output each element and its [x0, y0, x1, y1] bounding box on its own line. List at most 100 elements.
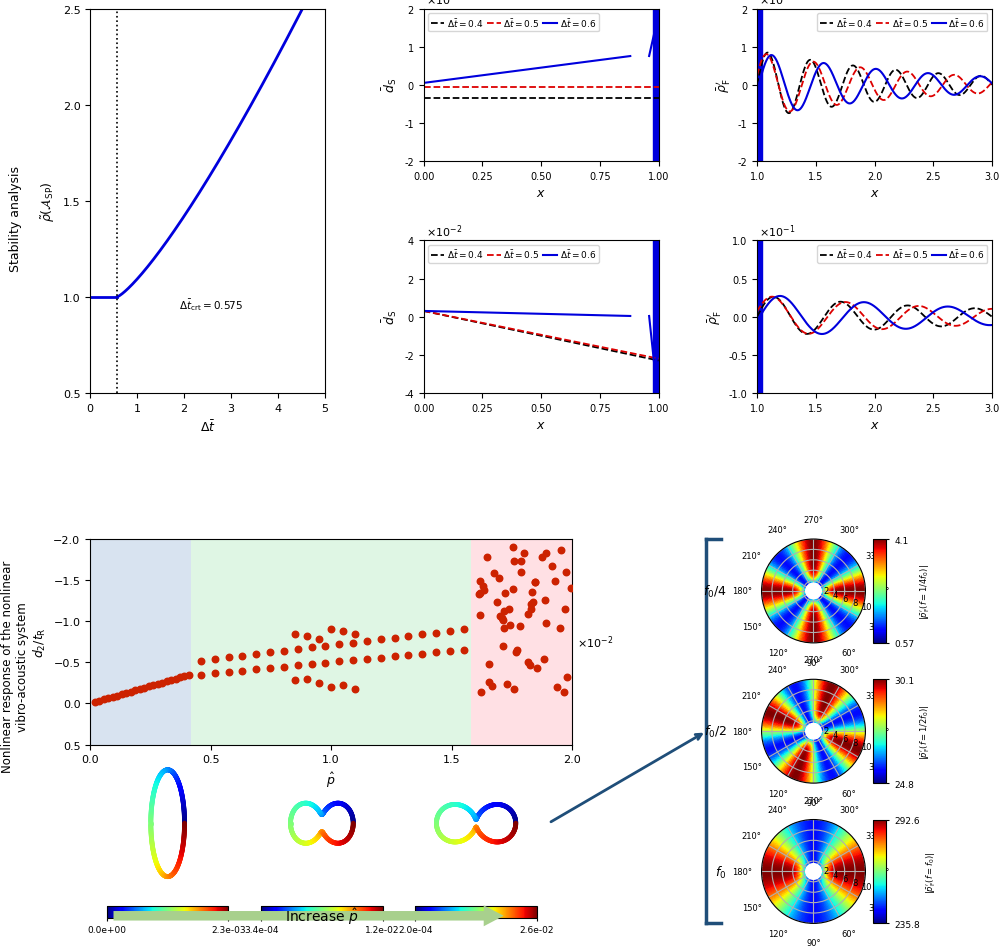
Point — [538, 546, 554, 562]
Point — [523, 597, 539, 612]
$\Delta\bar{t}=0.6$ — [489, 69, 501, 80]
Point — [495, 612, 511, 627]
Point — [287, 673, 303, 688]
Point — [248, 646, 265, 662]
X-axis label: $x$: $x$ — [870, 419, 880, 432]
Point — [96, 692, 112, 707]
$\Delta\bar{t}=0.5$ — [929, 309, 941, 321]
Point — [100, 691, 116, 706]
$\Delta\bar{t}=0.5$ — [986, 304, 998, 315]
$\Delta\bar{t}=0.5$ — [610, 345, 622, 356]
Point — [263, 645, 279, 661]
$\Delta\bar{t}=0.6$ — [891, 90, 903, 102]
Point — [501, 602, 517, 617]
Line: $\Delta\bar{t}=0.6$: $\Delta\bar{t}=0.6$ — [758, 297, 992, 335]
Bar — [90, 540, 191, 744]
Point — [154, 675, 170, 690]
Point — [506, 682, 522, 697]
Y-axis label: $\bar{d}_{\mathrm{S}}$: $\bar{d}_{\mathrm{S}}$ — [380, 309, 399, 325]
$\Delta\bar{t}=0.5$ — [557, 82, 569, 93]
Point — [140, 679, 156, 694]
Text: Increase $\hat{p}$: Increase $\hat{p}$ — [286, 905, 359, 926]
Point — [558, 565, 574, 581]
$\Delta\bar{t}=0.5$ — [793, 323, 805, 334]
$\Delta\bar{t}=0.4$ — [813, 320, 825, 331]
Text: $\times 10^{-4}$: $\times 10^{-4}$ — [426, 0, 463, 9]
Point — [481, 675, 497, 690]
Point — [220, 650, 236, 665]
Point — [172, 670, 188, 685]
Point — [516, 545, 532, 561]
$\Delta\bar{t}=0.5$ — [803, 328, 815, 340]
Point — [276, 644, 292, 659]
Point — [544, 559, 560, 574]
$\Delta\bar{t}=0.5$ — [557, 334, 569, 346]
Text: $f_0$: $f_0$ — [715, 863, 726, 880]
Point — [127, 683, 143, 698]
Point — [527, 575, 543, 590]
Point — [332, 654, 348, 669]
Point — [304, 640, 320, 655]
$\Delta\bar{t}=0.6$ — [929, 71, 941, 83]
$\Delta\bar{t}=0.5$ — [813, 62, 825, 73]
$\Delta\bar{t}=0.6$ — [609, 53, 621, 65]
Text: Stability analysis: Stability analysis — [9, 166, 21, 272]
$\Delta\bar{t}=0.6$ — [986, 320, 998, 331]
$\Delta\bar{t}=0.6$ — [624, 311, 636, 323]
Legend: $\Delta\bar{t}=0.4$, $\Delta\bar{t}=0.5$, $\Delta\bar{t}=0.6$: $\Delta\bar{t}=0.4$, $\Delta\bar{t}=0.5$… — [817, 14, 987, 32]
$\Delta\bar{t}=0.6$ — [891, 321, 903, 332]
FancyArrow shape — [113, 905, 504, 926]
Point — [524, 585, 540, 600]
$\Delta\bar{t}=0.6$ — [599, 310, 611, 322]
Point — [359, 634, 375, 649]
$\Delta\bar{t}=0.6$ — [909, 81, 921, 92]
X-axis label: $\Delta\bar{t}$: $\Delta\bar{t}$ — [199, 419, 215, 434]
Point — [513, 554, 529, 569]
$\Delta\bar{t}=0.4$ — [529, 93, 541, 105]
$\Delta\bar{t}=0.6$ — [438, 307, 450, 318]
Point — [547, 574, 563, 589]
Point — [323, 680, 339, 695]
Point — [401, 647, 417, 663]
Bar — [191, 540, 471, 744]
Point — [276, 660, 292, 675]
Line: $\Delta\bar{t}=0.6$: $\Delta\bar{t}=0.6$ — [424, 57, 630, 84]
$\Delta\bar{t}=0.4$ — [529, 329, 541, 341]
$\Delta\bar{t}=0.5$ — [531, 82, 543, 93]
Point — [456, 622, 472, 637]
Legend: $\Delta\bar{t}=0.4$, $\Delta\bar{t}=0.5$, $\Delta\bar{t}=0.6$: $\Delta\bar{t}=0.4$, $\Delta\bar{t}=0.5$… — [428, 14, 599, 32]
Point — [497, 585, 513, 601]
Point — [527, 574, 543, 589]
$\Delta\bar{t}=0.6$ — [418, 78, 430, 89]
Line: $\Delta\bar{t}=0.5$: $\Delta\bar{t}=0.5$ — [424, 311, 658, 359]
Point — [553, 543, 569, 558]
Point — [529, 661, 545, 676]
Point — [118, 685, 134, 701]
Point — [505, 540, 521, 555]
Bar — [471, 540, 577, 744]
Point — [311, 632, 327, 647]
$\Delta\bar{t}=0.5$ — [752, 70, 764, 82]
$\Delta\bar{t}=0.6$ — [858, 297, 870, 308]
$\Delta\bar{t}=0.4$ — [557, 335, 569, 347]
Legend: $\Delta\bar{t}=0.4$, $\Delta\bar{t}=0.5$, $\Delta\bar{t}=0.6$: $\Delta\bar{t}=0.4$, $\Delta\bar{t}=0.5$… — [428, 246, 599, 264]
X-axis label: $x$: $x$ — [536, 419, 546, 432]
$\Delta\bar{t}=0.6$ — [858, 78, 870, 89]
Point — [442, 624, 458, 639]
Point — [456, 643, 472, 658]
Point — [387, 630, 403, 645]
Point — [145, 678, 161, 693]
Point — [473, 684, 489, 700]
$\Delta\bar{t}=0.5$ — [858, 311, 870, 323]
Point — [345, 635, 361, 650]
Point — [475, 579, 491, 594]
$\Delta\bar{t}=0.4$ — [531, 329, 543, 341]
$\Delta\bar{t}=0.4$ — [858, 81, 870, 92]
Line: $\Delta\bar{t}=0.4$: $\Delta\bar{t}=0.4$ — [758, 53, 992, 114]
Polygon shape — [806, 724, 822, 739]
Point — [563, 581, 579, 596]
Line: $\Delta\bar{t}=0.5$: $\Delta\bar{t}=0.5$ — [758, 297, 992, 334]
$\Delta\bar{t}=0.5$ — [545, 82, 557, 93]
Point — [87, 695, 103, 710]
$\Delta\bar{t}=0.4$ — [762, 48, 774, 59]
